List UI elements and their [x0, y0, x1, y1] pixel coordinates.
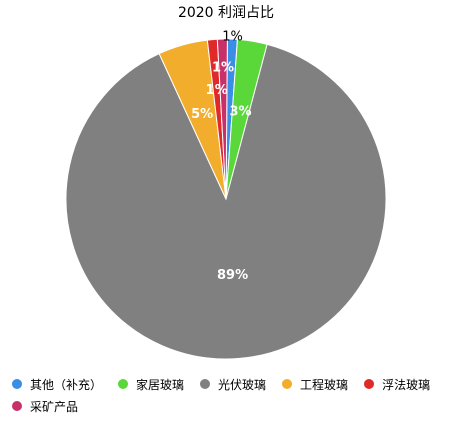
- legend-label: 其他（补充）: [30, 377, 103, 392]
- legend-swatch: [12, 379, 22, 389]
- legend-item[interactable]: 光伏玻璃: [200, 376, 266, 392]
- legend-swatch: [118, 379, 129, 389]
- legend: 其他（补充） 家居玻璃 光伏玻璃 工程玻璃 浮法玻璃采矿产品: [12, 376, 448, 414]
- legend-item[interactable]: 浮法玻璃: [364, 376, 430, 392]
- pie-slice[interactable]: [65, 43, 387, 360]
- slice-value-label: 1%: [222, 30, 243, 45]
- chart-title: 2020 利润占比: [177, 5, 275, 21]
- pie-slices: [65, 38, 387, 360]
- slice-value-label: 89%: [217, 268, 248, 283]
- legend-label: 工程玻璃: [300, 377, 349, 392]
- legend-item[interactable]: 家居玻璃: [118, 376, 184, 392]
- pie-labels: 1%3%89%5%1%1%: [191, 30, 251, 284]
- legend-label: 浮法玻璃: [382, 377, 431, 392]
- legend-label: 光伏玻璃: [218, 377, 267, 392]
- legend-swatch: [282, 379, 293, 389]
- legend-swatch: [200, 379, 211, 389]
- pie-chart: 1%3%89%5%1%1%: [65, 30, 387, 360]
- legend-item[interactable]: 采矿产品: [12, 398, 78, 414]
- legend-swatch: [364, 379, 375, 389]
- legend-swatch: [12, 401, 22, 411]
- legend-label: 家居玻璃: [136, 377, 185, 392]
- slice-value-label: 1%: [212, 60, 234, 75]
- legend-label: 采矿产品: [30, 399, 79, 414]
- legend-item[interactable]: 其他（补充）: [12, 376, 102, 392]
- slice-value-label: 1%: [206, 83, 228, 98]
- pie-slice[interactable]: [216, 38, 228, 200]
- slice-value-label: 5%: [191, 107, 213, 122]
- slice-value-label: 3%: [229, 105, 251, 120]
- legend-item[interactable]: 工程玻璃: [282, 376, 348, 392]
